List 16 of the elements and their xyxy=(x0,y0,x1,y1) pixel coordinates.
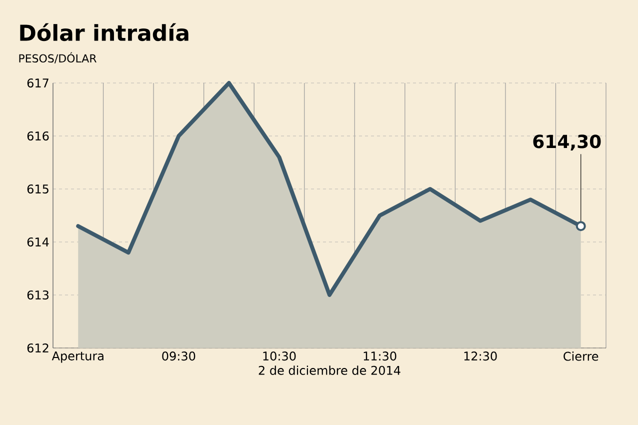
y-tick-label: 615 xyxy=(27,184,48,194)
x-tick-label: 09:30 xyxy=(162,352,196,361)
text: PESOS/DÓLAR xyxy=(19,52,96,64)
x-tick-label: Cierre xyxy=(564,352,598,361)
x-axis-title: 2 de diciembre de 2014 xyxy=(258,366,400,375)
y-tick-label: 614 xyxy=(27,237,49,247)
x-tick-label: 11:30 xyxy=(364,352,396,361)
y-tick-label: 612 xyxy=(27,343,48,353)
x-tick-label: 12:30 xyxy=(464,352,497,361)
y-tick-label: 613 xyxy=(27,290,48,300)
x-tick-label: 10:30 xyxy=(263,352,296,361)
x-tick-label: Apertura xyxy=(52,352,104,363)
y-tick-label: 617 xyxy=(27,78,48,88)
y-tick-label: 616 xyxy=(27,131,49,141)
annotation: 614,30 xyxy=(533,134,601,151)
chart-title: Dólar intradía xyxy=(20,23,188,42)
